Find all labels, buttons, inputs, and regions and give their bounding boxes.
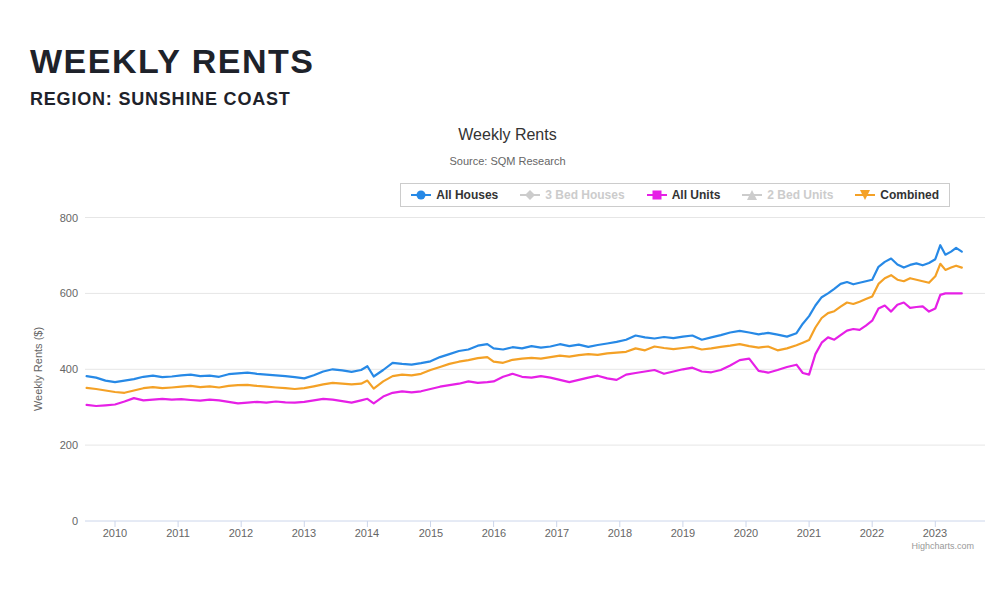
series-line-combined[interactable]	[87, 264, 962, 393]
legend-item-combined[interactable]: Combined	[855, 188, 939, 202]
x-axis-label-2014: 2014	[345, 527, 389, 539]
legend-label: 3 Bed Houses	[545, 188, 624, 202]
legend: All Houses 3 Bed Houses All Units 2 Bed Uni…	[400, 183, 950, 207]
y-axis-label-400: 400	[33, 363, 78, 375]
x-axis-label-2019: 2019	[661, 527, 705, 539]
x-axis-label-2013: 2013	[282, 527, 326, 539]
y-axis-label-0: 0	[33, 515, 78, 527]
x-axis-label-2023: 2023	[913, 527, 957, 539]
x-axis-label-2016: 2016	[472, 527, 516, 539]
y-axis-label-200: 200	[33, 439, 78, 451]
x-axis-label-2011: 2011	[156, 527, 200, 539]
legend-item-all-units[interactable]: All Units	[647, 188, 721, 202]
x-axis-label-2017: 2017	[535, 527, 579, 539]
y-axis-label-600: 600	[33, 287, 78, 299]
x-axis-label-2015: 2015	[409, 527, 453, 539]
legend-marker-triangle-icon	[742, 189, 762, 201]
x-axis-label-2020: 2020	[724, 527, 768, 539]
legend-marker-circle-icon	[411, 189, 431, 201]
legend-label: All Houses	[436, 188, 498, 202]
plot-area	[0, 0, 1000, 600]
legend-marker-diamond-icon	[520, 189, 540, 201]
x-axis-label-2010: 2010	[93, 527, 137, 539]
x-axis-label-2018: 2018	[598, 527, 642, 539]
legend-marker-square-icon	[647, 189, 667, 201]
legend-marker-triangle-down-icon	[855, 189, 875, 201]
x-axis-label-2021: 2021	[787, 527, 831, 539]
legend-item-2-bed-units[interactable]: 2 Bed Units	[742, 188, 833, 202]
legend-item-3-bed-houses[interactable]: 3 Bed Houses	[520, 188, 624, 202]
legend-label: 2 Bed Units	[767, 188, 833, 202]
legend-item-all-houses[interactable]: All Houses	[411, 188, 498, 202]
highcharts-credit[interactable]: Highcharts.com	[911, 541, 974, 551]
series-line-all-units[interactable]	[87, 293, 962, 406]
x-axis-label-2012: 2012	[219, 527, 263, 539]
series-line-all-houses[interactable]	[87, 245, 962, 382]
y-axis-label-800: 800	[33, 212, 78, 224]
x-axis-label-2022: 2022	[850, 527, 894, 539]
legend-label: Combined	[880, 188, 939, 202]
legend-label: All Units	[672, 188, 721, 202]
page: WEEKLY RENTS REGION: SUNSHINE COAST Week…	[0, 0, 1000, 600]
